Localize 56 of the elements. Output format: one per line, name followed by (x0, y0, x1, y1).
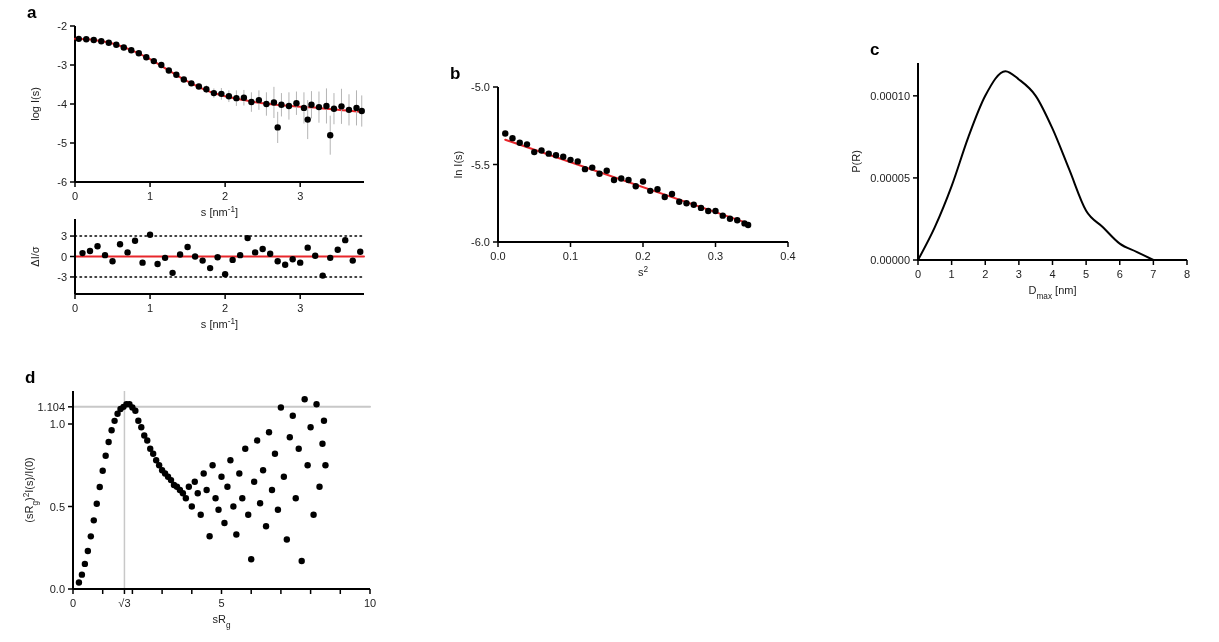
x-tick-label: 4 (1049, 268, 1056, 280)
x-tick-label: 8 (1183, 268, 1191, 280)
x-tick-label: 1 (147, 302, 154, 314)
y-axis-title: ΔI/σ (29, 246, 41, 267)
y-tick-label: -4 (57, 98, 67, 110)
x-tick-label: 3 (297, 190, 304, 202)
x-tick-label: 0.0 (490, 250, 506, 262)
x-tick-label: 0.3 (707, 250, 724, 262)
chart-title: c (870, 40, 880, 59)
x-tick-label: 1 (147, 190, 154, 202)
x-tick-label: 0.4 (780, 250, 796, 262)
x-axis-title: s [nm$^{-1}$] (200, 316, 239, 330)
x-tick-label: 5 (218, 597, 225, 609)
x-tick-label: 3 (297, 302, 304, 314)
y-tick-label: 0.5 (49, 500, 65, 513)
y-tick-label: 1.0 (49, 418, 65, 430)
y-axis-title: P(R) (850, 150, 862, 173)
y-tick-label: -5.5 (471, 158, 490, 171)
x-tick-label: 10 (363, 597, 377, 609)
x-tick-label: 0.1 (562, 250, 579, 262)
x-tick-label: 0.2 (635, 250, 651, 262)
y-tick-label: 3 (60, 230, 67, 243)
x-axis-title: s$^{2}$ (637, 264, 649, 278)
y-tick-label: 1.104 (37, 400, 65, 413)
y-tick-label: 0.00010 (870, 89, 910, 102)
x-axis-title: D$_{max}$ [nm] (1028, 284, 1077, 301)
x-tick-label: 1 (948, 268, 955, 280)
y-tick-label: 0.00005 (870, 171, 910, 184)
ref-line-label: √3 (118, 597, 131, 609)
chart-title: d (25, 368, 36, 387)
y-tick-label: -2 (57, 20, 67, 32)
x-tick-label: 6 (1116, 268, 1123, 280)
x-tick-label: 0 (69, 597, 77, 609)
x-tick-label: 5 (1083, 268, 1090, 280)
x-tick-label: 2 (222, 190, 229, 202)
x-tick-label: 7 (1150, 268, 1157, 280)
x-axis-title: s [nm$^{-1}$] (200, 204, 239, 218)
y-tick-label: -6.0 (471, 236, 490, 248)
x-tick-label: 0 (71, 190, 79, 202)
y-tick-label: -6 (57, 176, 67, 188)
x-tick-label: 2 (222, 302, 229, 314)
chart-title: a (27, 3, 37, 22)
y-axis-title: ln I(s) (452, 150, 464, 179)
y-tick-label: -3 (57, 270, 67, 283)
x-tick-label: 0 (71, 302, 79, 314)
y-tick-label: 0.0 (49, 583, 65, 595)
x-tick-label: 0 (914, 268, 922, 280)
y-axis-title: log I(s) (29, 87, 41, 121)
y-tick-label: -5.0 (471, 81, 490, 93)
y-tick-label: 0.00000 (870, 254, 910, 266)
y-tick-label: -5 (57, 137, 67, 149)
y-tick-label: -3 (57, 59, 67, 71)
x-tick-label: 3 (1015, 268, 1022, 280)
x-tick-label: 2 (982, 268, 989, 280)
x-axis-title: sR$_{g}$ (212, 613, 231, 630)
chart-title: b (450, 64, 461, 83)
